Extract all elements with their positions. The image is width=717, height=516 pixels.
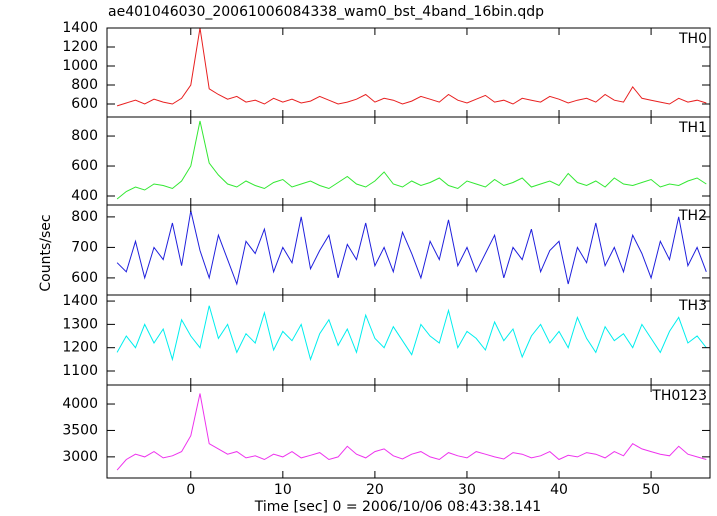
y-tick-label: 800 xyxy=(71,77,98,93)
light-curve xyxy=(116,210,707,286)
light-curve xyxy=(116,305,707,362)
y-tick-label: 1400 xyxy=(62,293,98,309)
y-tick-label: 800 xyxy=(71,209,98,225)
x-tick-label: 40 xyxy=(550,482,568,498)
panel-frame xyxy=(106,116,711,206)
y-tick-label: 4000 xyxy=(62,396,98,412)
y-tick-label: 1200 xyxy=(62,340,98,356)
panel-label: TH2 xyxy=(678,208,707,224)
x-axis-label: Time [sec] 0 = 2006/10/06 08:43:38.141 xyxy=(254,499,541,515)
y-tick-label: 1300 xyxy=(62,316,98,332)
y-axis-label: Counts/sec xyxy=(38,214,54,291)
y-tick-label: 800 xyxy=(71,128,98,144)
y-tick-label: 1400 xyxy=(62,20,98,36)
panel-label: TH1 xyxy=(678,120,707,136)
y-tick-label: 400 xyxy=(71,188,98,204)
panel-label: TH3 xyxy=(678,298,707,314)
x-tick-label: 20 xyxy=(366,482,384,498)
y-tick-label: 600 xyxy=(71,96,98,112)
y-tick-label: 1100 xyxy=(62,363,98,379)
x-tick-label: 30 xyxy=(458,482,476,498)
light-curve xyxy=(116,28,707,107)
light-curve xyxy=(116,120,707,200)
panel-frame xyxy=(106,294,711,386)
y-tick-label: 3000 xyxy=(62,449,98,465)
panel-label: TH0123 xyxy=(651,388,707,404)
y-tick-label: 700 xyxy=(71,239,98,255)
y-tick-label: 1200 xyxy=(62,39,98,55)
x-tick-label: 50 xyxy=(642,482,660,498)
panel-frame xyxy=(106,204,711,296)
y-tick-label: 600 xyxy=(71,270,98,286)
x-tick-label: 0 xyxy=(186,482,195,498)
panel-label: TH0 xyxy=(678,31,707,47)
chart-title: ae401046030_20061006084338_wam0_bst_4ban… xyxy=(108,4,544,20)
panel-frame xyxy=(106,384,711,479)
y-tick-label: 1000 xyxy=(62,58,98,74)
y-tick-label: 600 xyxy=(71,158,98,174)
y-tick-label: 3500 xyxy=(62,422,98,438)
light-curve xyxy=(116,393,707,471)
x-tick-label: 10 xyxy=(274,482,292,498)
